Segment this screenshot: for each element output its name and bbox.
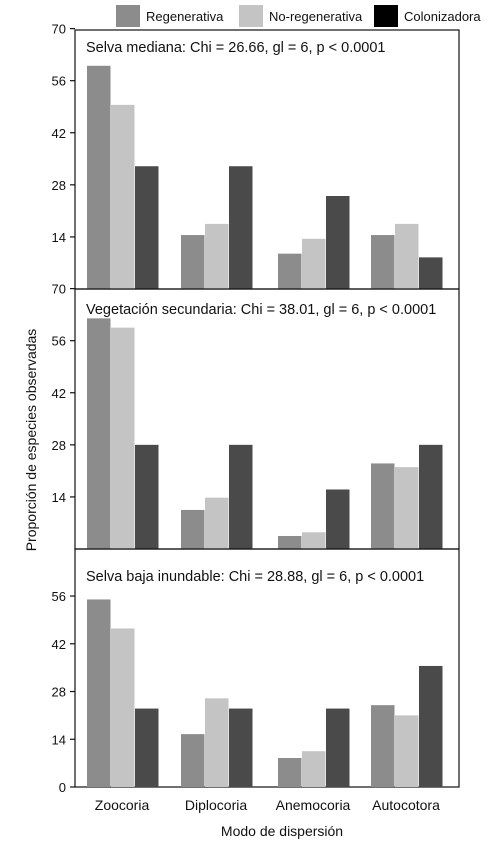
legend-label-3: Colonizadora xyxy=(404,9,481,24)
panel-2-bar-diplocoria-3 xyxy=(229,444,253,549)
x-axis-label: Modo de dispersión xyxy=(221,823,343,839)
legend-swatch-2 xyxy=(239,5,263,27)
panel-2-bar-zoocoria-1 xyxy=(87,318,111,549)
panel-3-frame xyxy=(74,548,460,788)
panel-2-ytick-label-4: 56 xyxy=(52,334,66,349)
panel-1-title: Selva mediana: Chi = 26.66, gl = 6, p < … xyxy=(86,40,385,56)
legend-label-2: No-regenerativa xyxy=(269,9,363,24)
panel-1-bar-zoocoria-1 xyxy=(87,65,111,289)
panel-1-bar-anemocoria-1 xyxy=(278,253,302,289)
panel-2-bar-anemocoria-1 xyxy=(278,535,302,549)
panel-3-ytick-label-5: 56 xyxy=(52,589,66,604)
panel-2: Vegetación secundaria: Chi = 38.01, gl =… xyxy=(52,282,460,550)
legend-swatch-1 xyxy=(116,5,140,27)
panel-1-bar-zoocoria-2 xyxy=(111,104,135,289)
panel-2-bar-autocotora-2 xyxy=(395,467,419,549)
panel-3-ytick-label-2: 14 xyxy=(52,732,66,747)
panel-3-bar-anemocoria-3 xyxy=(326,708,350,787)
panel-3-bar-autocotora-1 xyxy=(371,705,395,787)
panel-1-bar-anemocoria-2 xyxy=(302,238,326,289)
panel-2-bar-autocotora-1 xyxy=(371,463,395,549)
panel-3-bar-autocotora-3 xyxy=(419,665,443,787)
panel-2-bar-zoocoria-2 xyxy=(111,327,135,549)
panel-1: Selva mediana: Chi = 26.66, gl = 6, p < … xyxy=(52,22,460,290)
x-tick-label-anemocoria: Anemocoria xyxy=(276,797,351,813)
panel-3: Selva baja inundable: Chi = 28.88, gl = … xyxy=(52,548,460,795)
panel-3-bar-diplocoria-1 xyxy=(181,734,205,787)
panel-1-bar-diplocoria-3 xyxy=(229,166,253,289)
panel-1-ytick-label-1: 14 xyxy=(52,230,66,245)
panel-2-bar-diplocoria-1 xyxy=(181,509,205,549)
chart-panels: Selva mediana: Chi = 26.66, gl = 6, p < … xyxy=(52,22,460,813)
panel-2-ytick-label-2: 28 xyxy=(52,438,66,453)
panel-2-ytick-label-1: 14 xyxy=(52,490,66,505)
panel-1-ytick-label-4: 56 xyxy=(52,74,66,89)
panel-3-bar-zoocoria-1 xyxy=(87,599,111,787)
panel-1-bar-diplocoria-2 xyxy=(205,223,229,289)
panel-3-bar-diplocoria-2 xyxy=(205,698,229,787)
panel-2-bar-anemocoria-3 xyxy=(326,489,350,549)
panel-1-bar-autocotora-3 xyxy=(419,257,443,289)
panel-3-bar-diplocoria-3 xyxy=(229,708,253,787)
panel-3-bar-anemocoria-2 xyxy=(302,751,326,787)
panel-1-ytick-label-3: 42 xyxy=(52,126,66,141)
panel-3-ytick-label-4: 42 xyxy=(52,637,66,652)
panel-3-title: Selva baja inundable: Chi = 28.88, gl = … xyxy=(86,569,424,585)
panel-1-bar-zoocoria-3 xyxy=(135,166,159,289)
panel-2-ytick-label-5: 70 xyxy=(52,282,66,297)
panel-2-bar-autocotora-3 xyxy=(419,444,443,549)
panel-1-bar-autocotora-1 xyxy=(371,235,395,289)
panel-1-bar-autocotora-2 xyxy=(395,223,419,289)
panel-2-bar-diplocoria-2 xyxy=(205,497,229,549)
panel-3-bar-zoocoria-2 xyxy=(111,628,135,787)
panel-2-bar-zoocoria-3 xyxy=(135,444,159,549)
panel-1-bar-diplocoria-1 xyxy=(181,235,205,289)
panel-2-title: Vegetación secundaria: Chi = 38.01, gl =… xyxy=(86,302,436,318)
panel-2-ytick-label-3: 42 xyxy=(52,386,66,401)
panel-1-bar-anemocoria-3 xyxy=(326,196,350,289)
panel-1-ytick-label-5: 70 xyxy=(52,22,66,37)
panel-2-bar-anemocoria-2 xyxy=(302,532,326,549)
panel-3-bar-autocotora-2 xyxy=(395,715,419,787)
panel-3-ytick-label-3: 28 xyxy=(52,685,66,700)
panel-1-ytick-label-2: 28 xyxy=(52,178,66,193)
legend: Regenerativa No-regenerativa Colonizadora xyxy=(116,5,481,27)
x-tick-label-zoocoria: Zoocoria xyxy=(95,797,150,813)
x-tick-label-diplocoria: Diplocoria xyxy=(185,797,247,813)
legend-label-1: Regenerativa xyxy=(146,9,224,24)
legend-swatch-3 xyxy=(374,5,398,27)
panel-3-ytick-label-1: 0 xyxy=(59,780,66,795)
x-tick-label-autocotora: Autocotora xyxy=(372,797,440,813)
y-axis-label: Proporción de especies observadas xyxy=(23,329,39,552)
panel-3-bar-anemocoria-1 xyxy=(278,758,302,787)
panel-3-bar-zoocoria-3 xyxy=(135,708,159,787)
